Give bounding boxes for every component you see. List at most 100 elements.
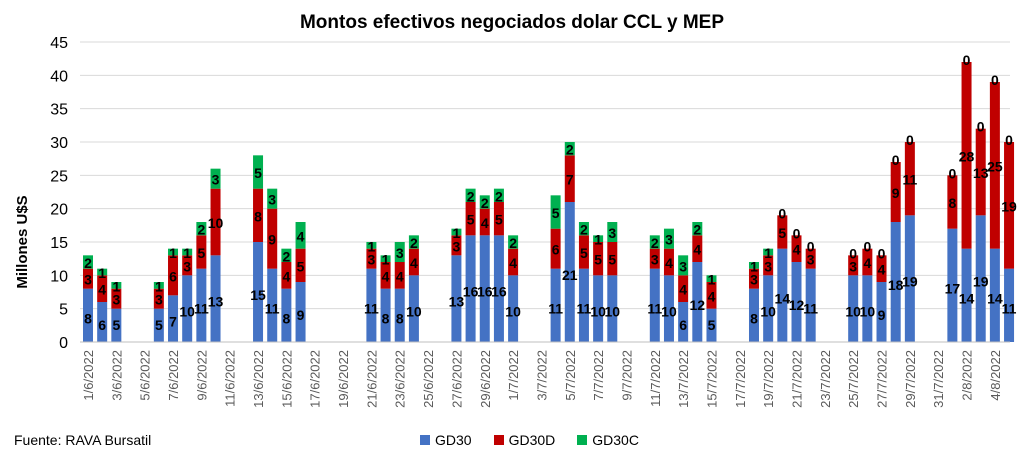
bar-segment-gd30c xyxy=(97,268,108,276)
data-label: 3 xyxy=(212,172,220,188)
x-tick-label: 29/7/2022 xyxy=(903,350,918,408)
x-tick-label: 17/7/2022 xyxy=(733,350,748,408)
bar-segment-gd30 xyxy=(649,268,660,342)
x-tick-label: 11/6/2022 xyxy=(223,350,238,407)
data-label: 18 xyxy=(888,277,904,293)
data-label: 1 xyxy=(155,278,163,294)
bar-segment-gd30d xyxy=(777,215,788,249)
bar-segment-gd30c xyxy=(508,235,519,249)
data-label: 2 xyxy=(693,222,701,238)
bar-segment-gd30 xyxy=(975,215,986,342)
data-label: 2 xyxy=(84,255,92,271)
data-label: 5 xyxy=(580,245,588,261)
data-label: 11 xyxy=(902,172,917,188)
bar-segment-gd30c xyxy=(706,275,717,282)
data-label: 2 xyxy=(651,235,659,251)
data-label: 1 xyxy=(112,278,120,294)
data-label: 1 xyxy=(368,238,376,254)
bar-segment-gd30 xyxy=(196,268,207,342)
data-label: 0 xyxy=(863,239,871,255)
bar-segment-gd30c xyxy=(196,222,207,236)
data-label: 12 xyxy=(690,297,706,313)
data-label: 11 xyxy=(548,300,563,316)
bar-segment-gd30d xyxy=(947,175,958,229)
x-tick-label: 13/7/2022 xyxy=(676,350,691,408)
data-label: 4 xyxy=(693,242,701,258)
x-tick-label: 23/7/2022 xyxy=(818,350,833,408)
bar-segment-gd30 xyxy=(678,302,689,342)
data-label: 0 xyxy=(1005,132,1013,148)
data-label: 1 xyxy=(764,245,772,261)
data-label: 4 xyxy=(793,242,801,258)
bar-segment-gd30c xyxy=(763,248,774,256)
bar-segment-gd30 xyxy=(182,275,193,342)
bar-segment-gd30d xyxy=(550,228,561,269)
bar-segment-gd30c xyxy=(564,142,575,156)
bar-segment-gd30 xyxy=(961,248,972,342)
data-label: 3 xyxy=(268,192,276,208)
data-label: 10 xyxy=(661,304,677,320)
x-tick-label: 9/6/2022 xyxy=(194,350,209,401)
data-label: 1 xyxy=(169,245,177,261)
bar-segment-gd30c xyxy=(168,248,179,256)
data-label: 9 xyxy=(268,232,276,248)
data-label: 4 xyxy=(509,255,517,271)
bar-segment-gd30 xyxy=(947,228,958,342)
data-label: 3 xyxy=(155,292,163,308)
x-tick-label: 13/6/2022 xyxy=(251,350,266,408)
bar-segment-gd30d xyxy=(607,242,618,276)
x-tick-label: 27/6/2022 xyxy=(449,350,464,408)
bar-segment-gd30d xyxy=(692,235,703,262)
bar-segment-gd30 xyxy=(168,295,179,342)
data-label: 0 xyxy=(807,239,815,255)
bar-segment-gd30c xyxy=(692,222,703,236)
bar-segment-gd30c xyxy=(748,262,759,269)
bar-segment-gd30 xyxy=(578,268,589,342)
bar-segment-gd30c xyxy=(649,235,660,249)
y-tick-label: 45 xyxy=(50,35,68,52)
y-tick-label: 5 xyxy=(59,302,68,319)
bar-segment-gd30d xyxy=(890,162,901,222)
bar-segment-gd30d xyxy=(479,208,490,236)
data-label: 6 xyxy=(679,317,687,333)
bar-segment-gd30 xyxy=(97,302,108,342)
data-label: 9 xyxy=(878,307,886,323)
data-label: 11 xyxy=(265,300,280,316)
bar-segment-gd30 xyxy=(663,275,674,342)
data-label: 2 xyxy=(481,195,489,211)
data-label: 12 xyxy=(789,297,805,313)
data-label: 0 xyxy=(963,52,971,68)
data-label: 3 xyxy=(679,258,687,274)
bar-segment-gd30d xyxy=(862,248,873,276)
bar-segment-gd30 xyxy=(210,255,221,342)
data-label: 2 xyxy=(566,142,574,158)
data-label: 11 xyxy=(1002,300,1017,316)
bar-segment-gd30c xyxy=(366,242,377,249)
data-label: 4 xyxy=(297,228,305,244)
legend-swatch xyxy=(420,435,430,445)
bar-segment-gd30 xyxy=(1004,268,1015,342)
legend-item-gd30d: GD30D xyxy=(493,432,555,448)
bar-segment-gd30 xyxy=(83,288,93,342)
bar-segment-gd30 xyxy=(366,268,377,342)
data-label: 10 xyxy=(760,304,776,320)
data-label: 10 xyxy=(590,304,606,320)
bar-segment-gd30d xyxy=(83,268,93,289)
data-label: 8 xyxy=(254,208,262,224)
data-label: 16 xyxy=(477,284,493,300)
data-label: 0 xyxy=(849,245,857,261)
data-label: 2 xyxy=(410,235,418,251)
data-label: 19 xyxy=(1001,198,1017,214)
bar-segment-gd30c xyxy=(295,222,306,249)
x-tick-label: 11/7/2022 xyxy=(648,350,663,407)
bar-segment-gd30 xyxy=(508,275,519,342)
data-label: 8 xyxy=(84,310,92,326)
bar-segment-gd30 xyxy=(777,248,788,342)
data-label: 10 xyxy=(860,304,876,320)
bar-segment-gd30c xyxy=(253,155,264,189)
data-label: 4 xyxy=(708,288,716,304)
bar-segment-gd30 xyxy=(253,242,264,342)
data-label: 4 xyxy=(863,255,871,271)
bar-segment-gd30d xyxy=(1004,142,1015,269)
bar-segment-gd30c xyxy=(267,188,278,209)
